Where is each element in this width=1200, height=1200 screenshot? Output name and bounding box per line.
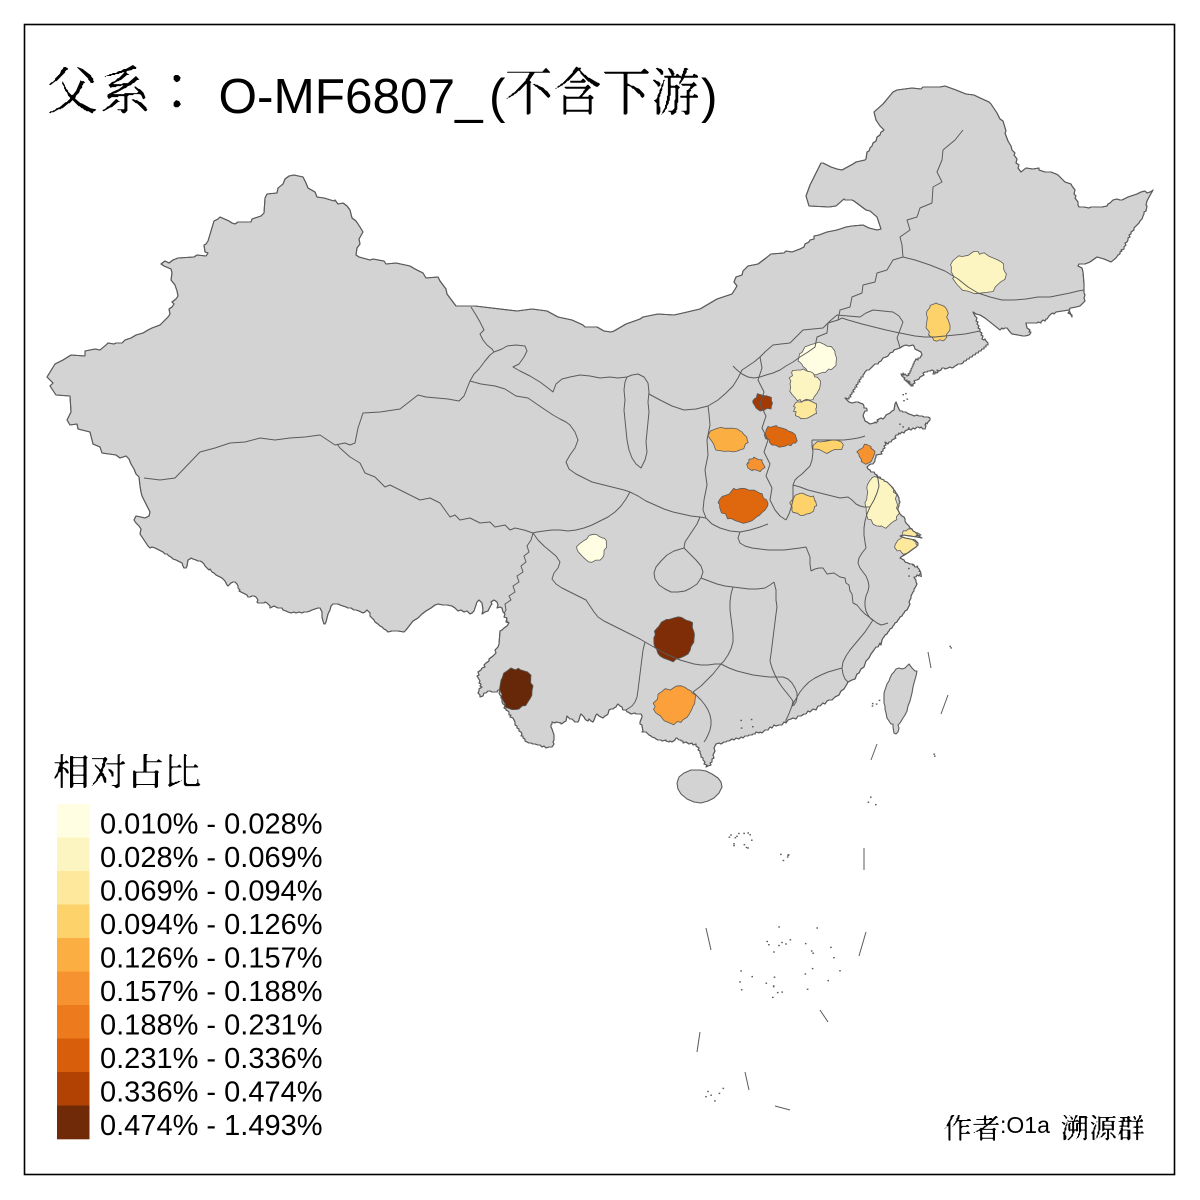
svg-text:0.010% - 0.028%: 0.010% - 0.028% (100, 809, 322, 841)
svg-text:O-MF6807_: O-MF6807_ (219, 69, 485, 124)
svg-text::O1a: :O1a (1000, 1112, 1050, 1138)
svg-text:0.474% - 1.493%: 0.474% - 1.493% (100, 1110, 322, 1142)
svg-text:0.157% - 0.188%: 0.157% - 0.188% (100, 976, 322, 1008)
svg-text:0.126% - 0.157%: 0.126% - 0.157% (100, 943, 322, 975)
svg-text:(: ( (489, 69, 506, 124)
svg-text:0.336% - 0.474%: 0.336% - 0.474% (100, 1077, 322, 1109)
svg-text:0.069% - 0.094%: 0.069% - 0.094% (100, 876, 322, 908)
svg-text:0.028% - 0.069%: 0.028% - 0.069% (100, 842, 322, 874)
svg-text:): ) (701, 69, 717, 124)
svg-text:0.188% - 0.231%: 0.188% - 0.231% (100, 1010, 322, 1042)
svg-text:0.231% - 0.336%: 0.231% - 0.336% (100, 1043, 322, 1075)
svg-text:0.094% - 0.126%: 0.094% - 0.126% (100, 909, 322, 941)
